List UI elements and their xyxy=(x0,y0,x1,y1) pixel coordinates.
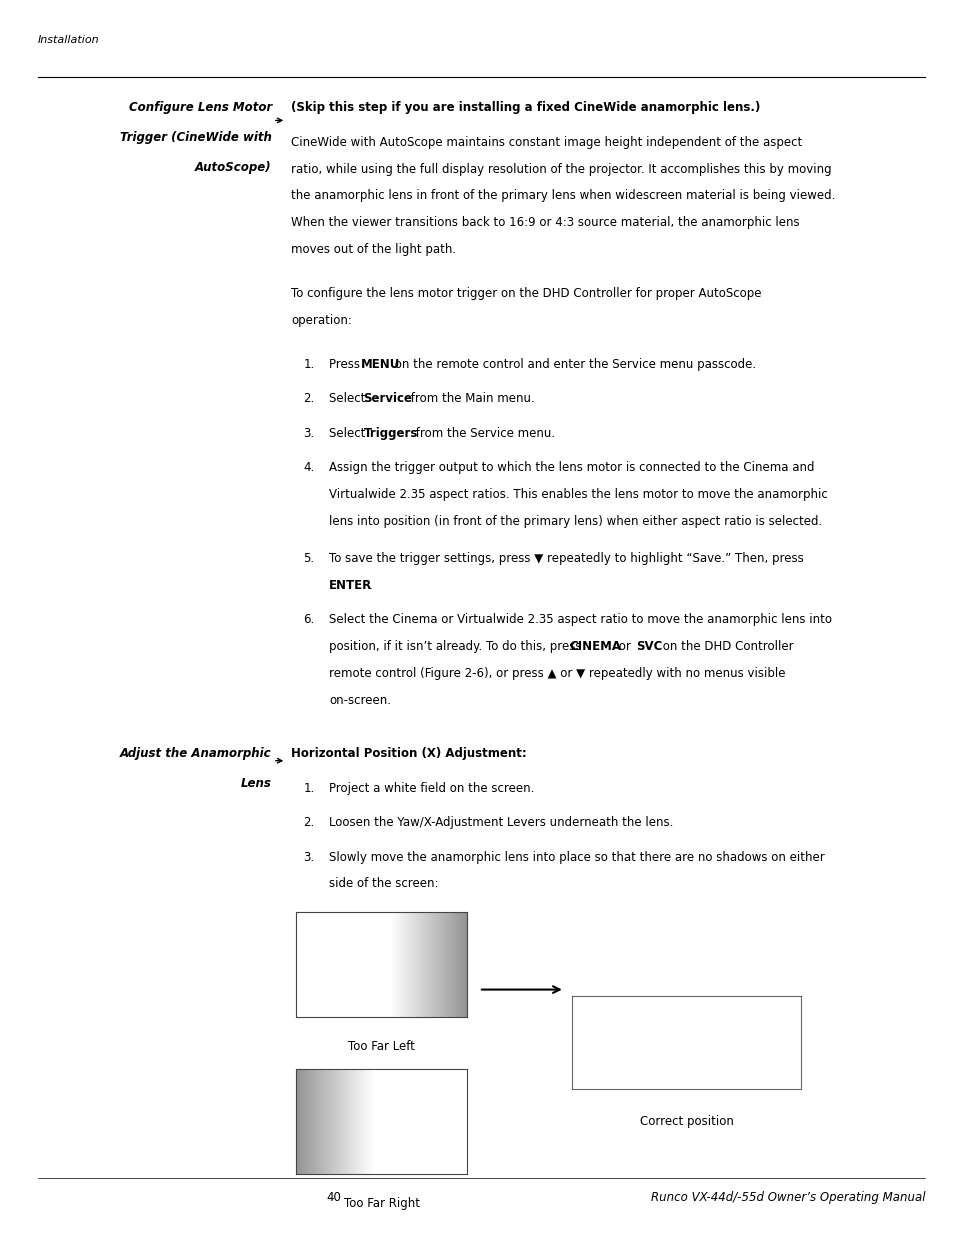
Text: Loosen the Yaw/X-Adjustment Levers underneath the lens.: Loosen the Yaw/X-Adjustment Levers under… xyxy=(329,816,673,829)
Text: Project a white field on the screen.: Project a white field on the screen. xyxy=(329,782,534,795)
Text: 1.: 1. xyxy=(303,782,314,795)
Text: 6.: 6. xyxy=(303,614,314,626)
Text: 3.: 3. xyxy=(303,851,314,863)
Text: lens into position (in front of the primary lens) when either aspect ratio is se: lens into position (in front of the prim… xyxy=(329,515,821,527)
Text: operation:: operation: xyxy=(291,314,352,327)
Text: Runco VX-44d/-55d Owner’s Operating Manual: Runco VX-44d/-55d Owner’s Operating Manu… xyxy=(650,1191,924,1204)
Text: Select: Select xyxy=(329,426,369,440)
Text: To save the trigger settings, press ▼ repeatedly to highlight “Save.” Then, pres: To save the trigger settings, press ▼ re… xyxy=(329,552,803,566)
Text: To configure the lens motor trigger on the DHD Controller for proper AutoScope: To configure the lens motor trigger on t… xyxy=(291,287,760,300)
Text: Too Far Right: Too Far Right xyxy=(343,1197,419,1210)
Text: Lens: Lens xyxy=(241,777,272,790)
Text: Configure Lens Motor: Configure Lens Motor xyxy=(129,101,272,115)
Text: Press: Press xyxy=(329,358,363,370)
Text: on the remote control and enter the Service menu passcode.: on the remote control and enter the Serv… xyxy=(391,358,756,370)
Text: ratio, while using the full display resolution of the projector. It accomplishes: ratio, while using the full display reso… xyxy=(291,163,831,175)
Text: Trigger (CineWide with: Trigger (CineWide with xyxy=(120,131,272,144)
Text: or: or xyxy=(615,640,635,653)
Text: Installation: Installation xyxy=(38,35,100,44)
Text: Virtualwide 2.35 aspect ratios. This enables the lens motor to move the anamorph: Virtualwide 2.35 aspect ratios. This ena… xyxy=(329,488,827,501)
Text: When the viewer transitions back to 16:9 or 4:3 source material, the anamorphic : When the viewer transitions back to 16:9… xyxy=(291,216,799,230)
Text: ENTER: ENTER xyxy=(329,579,372,592)
Text: CineWide with AutoScope maintains constant image height independent of the aspec: CineWide with AutoScope maintains consta… xyxy=(291,136,801,148)
Text: .: . xyxy=(369,579,373,592)
Text: Triggers: Triggers xyxy=(363,426,417,440)
Text: Too Far Left: Too Far Left xyxy=(348,1040,415,1053)
Text: 40: 40 xyxy=(326,1191,341,1204)
Text: from the Service menu.: from the Service menu. xyxy=(412,426,555,440)
Text: on-screen.: on-screen. xyxy=(329,694,391,706)
Text: 2.: 2. xyxy=(303,816,314,829)
Text: (Skip this step if you are installing a fixed CineWide anamorphic lens.): (Skip this step if you are installing a … xyxy=(291,101,760,115)
Text: AutoScope): AutoScope) xyxy=(195,161,272,174)
Text: position, if it isn’t already. To do this, press: position, if it isn’t already. To do thi… xyxy=(329,640,585,653)
Text: the anamorphic lens in front of the primary lens when widescreen material is bei: the anamorphic lens in front of the prim… xyxy=(291,189,835,203)
Text: remote control (Figure 2-6), or press ▲ or ▼ repeatedly with no menus visible: remote control (Figure 2-6), or press ▲ … xyxy=(329,667,785,680)
Text: Adjust the Anamorphic: Adjust the Anamorphic xyxy=(120,747,272,761)
Text: MENU: MENU xyxy=(360,358,399,370)
Text: SVC: SVC xyxy=(636,640,662,653)
Text: Service: Service xyxy=(363,393,412,405)
Text: Select: Select xyxy=(329,393,369,405)
Text: moves out of the light path.: moves out of the light path. xyxy=(291,243,456,256)
Text: from the Main menu.: from the Main menu. xyxy=(407,393,535,405)
Text: Select the Cinema or Virtualwide 2.35 aspect ratio to move the anamorphic lens i: Select the Cinema or Virtualwide 2.35 as… xyxy=(329,614,831,626)
Text: 1.: 1. xyxy=(303,358,314,370)
Text: 5.: 5. xyxy=(303,552,314,566)
Text: Horizontal Position (X) Adjustment:: Horizontal Position (X) Adjustment: xyxy=(291,747,526,761)
Text: 3.: 3. xyxy=(303,426,314,440)
Text: Assign the trigger output to which the lens motor is connected to the Cinema and: Assign the trigger output to which the l… xyxy=(329,461,814,474)
Text: on the DHD Controller: on the DHD Controller xyxy=(659,640,793,653)
Text: Slowly move the anamorphic lens into place so that there are no shadows on eithe: Slowly move the anamorphic lens into pla… xyxy=(329,851,824,863)
Text: CINEMA: CINEMA xyxy=(569,640,621,653)
Text: 4.: 4. xyxy=(303,461,314,474)
Text: 2.: 2. xyxy=(303,393,314,405)
Text: Correct position: Correct position xyxy=(639,1115,733,1129)
Text: side of the screen:: side of the screen: xyxy=(329,878,438,890)
